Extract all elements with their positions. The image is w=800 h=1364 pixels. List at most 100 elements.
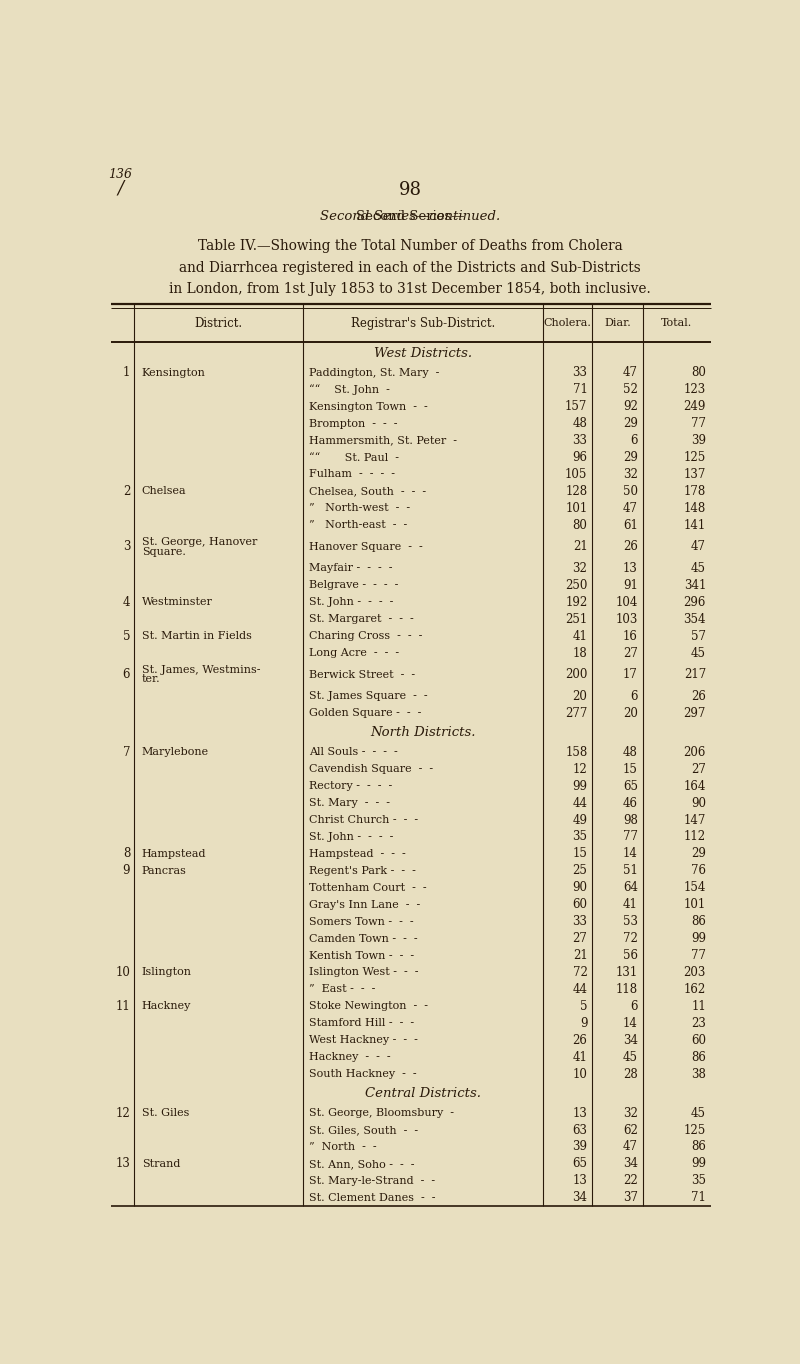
Text: 11: 11 [691,1000,706,1013]
Text: St. James Square  -  -: St. James Square - - [310,692,428,701]
Text: 1: 1 [123,367,130,379]
Text: ter.: ter. [142,674,161,685]
Text: 9: 9 [580,1016,587,1030]
Text: 5: 5 [580,1000,587,1013]
Text: 354: 354 [683,612,706,626]
Text: 136: 136 [108,168,132,181]
Text: ““    St. John  -: ““ St. John - [310,385,390,396]
Text: 35: 35 [691,1174,706,1187]
Text: 25: 25 [573,865,587,877]
Text: Strand: Strand [142,1159,180,1169]
Text: 10: 10 [115,966,130,979]
Text: 41: 41 [623,899,638,911]
Text: St. Margaret  -  -  -: St. Margaret - - - [310,614,414,625]
Text: 91: 91 [623,578,638,592]
Text: Christ Church -  -  -: Christ Church - - - [310,816,418,825]
Text: ”   North-east  -  -: ” North-east - - [310,520,407,531]
Text: St. James, Westmins-: St. James, Westmins- [142,666,260,675]
Text: 32: 32 [623,1106,638,1120]
Text: 20: 20 [623,707,638,720]
Text: 92: 92 [623,400,638,413]
Text: St. Ann, Soho -  -  -: St. Ann, Soho - - - [310,1159,414,1169]
Text: in London, from 1st July 1853 to 31st December 1854, both inclusive.: in London, from 1st July 1853 to 31st De… [169,282,651,296]
Text: 77: 77 [691,417,706,430]
Text: Stoke Newington  -  -: Stoke Newington - - [310,1001,428,1011]
Text: 99: 99 [573,780,587,792]
Text: 27: 27 [623,647,638,660]
Text: 125: 125 [684,451,706,464]
Text: 46: 46 [623,797,638,810]
Text: 57: 57 [691,630,706,642]
Text: 60: 60 [573,899,587,911]
Text: 7: 7 [122,746,130,758]
Text: 29: 29 [623,451,638,464]
Text: 123: 123 [684,383,706,397]
Text: Long Acre  -  -  -: Long Acre - - - [310,648,399,659]
Text: Total.: Total. [661,318,692,329]
Text: 3: 3 [122,540,130,554]
Text: 162: 162 [684,983,706,996]
Text: St. Mary  -  -  -: St. Mary - - - [310,798,390,807]
Text: Berwick Street  -  -: Berwick Street - - [310,670,415,679]
Text: St. John -  -  -  -: St. John - - - - [310,832,394,842]
Text: 64: 64 [623,881,638,895]
Text: 37: 37 [623,1191,638,1204]
Text: 6: 6 [630,690,638,702]
Text: Second Series—continued.: Second Series—continued. [320,210,500,222]
Text: 28: 28 [623,1068,638,1080]
Text: 99: 99 [691,1158,706,1170]
Text: 178: 178 [684,486,706,498]
Text: Regent's Park -  -  -: Regent's Park - - - [310,866,416,876]
Text: 296: 296 [684,596,706,608]
Text: Second Series—: Second Series— [356,210,464,222]
Text: 47: 47 [623,367,638,379]
Text: Islington: Islington [142,967,192,978]
Text: Brompton  -  -  -: Brompton - - - [310,419,398,428]
Text: 9: 9 [122,865,130,877]
Text: Hammersmith, St. Peter  -: Hammersmith, St. Peter - [310,435,458,446]
Text: 45: 45 [691,562,706,576]
Text: St. Martin in Fields: St. Martin in Fields [142,632,252,641]
Text: Tottenham Court  -  -: Tottenham Court - - [310,883,427,893]
Text: Kentish Town -  -  -: Kentish Town - - - [310,951,414,960]
Text: 96: 96 [573,451,587,464]
Text: 157: 157 [565,400,587,413]
Text: 86: 86 [691,915,706,928]
Text: 29: 29 [623,417,638,430]
Text: Stamford Hill -  -  -: Stamford Hill - - - [310,1019,414,1028]
Text: 206: 206 [684,746,706,758]
Text: 26: 26 [623,540,638,554]
Text: 76: 76 [691,865,706,877]
Text: 50: 50 [623,486,638,498]
Text: 147: 147 [684,813,706,827]
Text: Mayfair -  -  -  -: Mayfair - - - - [310,563,393,573]
Text: 13: 13 [623,562,638,576]
Text: 192: 192 [566,596,587,608]
Text: 52: 52 [623,383,638,397]
Text: 33: 33 [573,915,587,928]
Text: 13: 13 [573,1106,587,1120]
Text: 80: 80 [573,518,587,532]
Text: St. Clement Danes  -  -: St. Clement Danes - - [310,1192,436,1203]
Text: Hanover Square  -  -: Hanover Square - - [310,542,423,552]
Text: Marylebone: Marylebone [142,747,209,757]
Text: Camden Town -  -  -: Camden Town - - - [310,933,418,944]
Text: 27: 27 [573,932,587,945]
Text: 39: 39 [573,1140,587,1154]
Text: 86: 86 [691,1050,706,1064]
Text: 105: 105 [565,468,587,481]
Text: 47: 47 [623,502,638,514]
Text: West Districts.: West Districts. [374,346,472,360]
Text: 61: 61 [623,518,638,532]
Text: 13: 13 [115,1158,130,1170]
Text: 29: 29 [691,847,706,861]
Text: 118: 118 [616,983,638,996]
Text: ““       St. Paul  -: ““ St. Paul - [310,453,399,462]
Text: 12: 12 [573,762,587,776]
Text: 14: 14 [623,1016,638,1030]
Text: 341: 341 [684,578,706,592]
Text: 6: 6 [630,434,638,447]
Text: ”   North-west  -  -: ” North-west - - [310,503,410,513]
Text: ”  North  -  -: ” North - - [310,1142,377,1153]
Text: 27: 27 [691,762,706,776]
